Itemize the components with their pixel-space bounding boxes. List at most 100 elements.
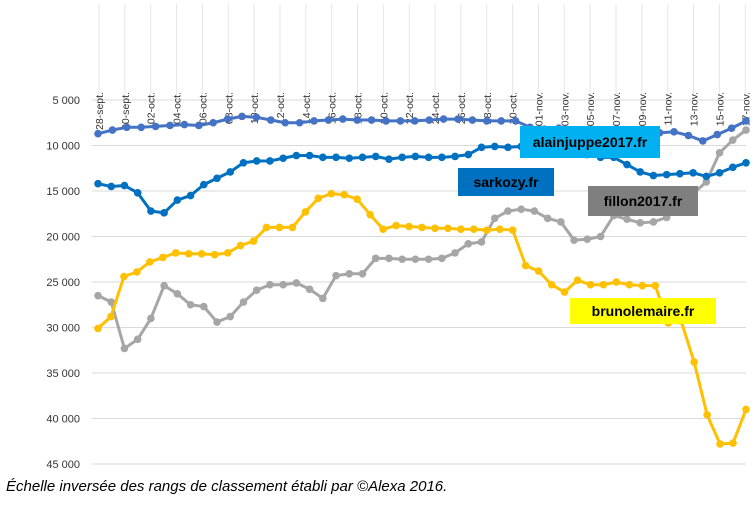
data-point xyxy=(742,158,750,167)
data-point xyxy=(713,130,721,139)
data-point xyxy=(497,117,506,125)
data-point xyxy=(444,224,452,233)
x-tick-label: 06-oct. xyxy=(197,92,209,124)
data-point xyxy=(716,440,724,448)
data-point xyxy=(490,142,499,151)
data-point xyxy=(159,253,167,262)
data-point xyxy=(292,279,301,287)
data-point xyxy=(702,172,711,181)
data-point xyxy=(411,255,420,264)
data-point xyxy=(199,180,208,189)
data-point xyxy=(332,271,340,280)
data-point xyxy=(385,155,393,163)
chart: 5 000 10 000 15 000 20 000 25 000 30 000 35 00… xyxy=(46,4,752,470)
data-point xyxy=(160,209,168,217)
data-point xyxy=(160,281,168,290)
series-labels: alainjuppe2017.fr sarkozy.fr fillon2017.fr… xyxy=(458,126,716,324)
data-point xyxy=(310,117,318,125)
x-tick-label: 24-oct. xyxy=(430,92,442,124)
data-point xyxy=(530,207,539,215)
x-tick-label: 16-oct. xyxy=(327,92,339,124)
x-tick-label: 11-nov. xyxy=(663,92,675,125)
data-point xyxy=(470,225,478,234)
data-point xyxy=(670,128,678,136)
data-point xyxy=(425,116,434,124)
data-point xyxy=(583,235,592,244)
data-point xyxy=(689,169,697,177)
data-point xyxy=(728,163,737,172)
data-point xyxy=(340,190,349,199)
data-point xyxy=(649,171,658,180)
data-point xyxy=(252,113,261,122)
data-point xyxy=(147,314,155,323)
data-point xyxy=(275,223,284,232)
data-point xyxy=(547,280,556,289)
data-point xyxy=(504,207,512,215)
data-point xyxy=(252,286,261,294)
data-point xyxy=(266,157,274,165)
data-point xyxy=(332,153,340,162)
data-point xyxy=(699,137,707,145)
data-point xyxy=(495,225,504,234)
data-point xyxy=(209,118,217,127)
data-point xyxy=(120,272,128,281)
data-point xyxy=(366,210,374,219)
data-point xyxy=(573,276,582,284)
y-tick-label: 5 000 xyxy=(52,95,80,107)
data-point xyxy=(94,291,102,300)
data-point xyxy=(490,214,499,223)
data-point xyxy=(586,280,595,289)
data-point xyxy=(596,232,605,241)
y-axis-tick-labels: 5 000 10 000 15 000 20 000 25 000 30 000 35 00… xyxy=(46,95,80,470)
data-point xyxy=(262,223,271,232)
data-point xyxy=(728,136,737,144)
y-tick-label: 40 000 xyxy=(46,414,80,426)
data-point xyxy=(107,182,116,191)
data-point xyxy=(504,143,512,152)
data-point xyxy=(411,117,419,125)
data-point xyxy=(649,218,658,226)
series-label-brunolemaire.fr: brunolemaire.fr xyxy=(570,298,716,324)
y-tick-label: 10 000 xyxy=(46,141,80,153)
data-point xyxy=(715,169,724,177)
data-point xyxy=(570,236,578,244)
data-point xyxy=(411,152,420,161)
x-tick-label: 02-oct. xyxy=(146,92,158,124)
data-point xyxy=(305,285,314,294)
data-point xyxy=(431,224,439,233)
data-point xyxy=(729,439,737,447)
data-point xyxy=(405,222,413,231)
data-point xyxy=(146,258,154,266)
data-point xyxy=(396,117,405,125)
data-point xyxy=(226,312,235,321)
data-point xyxy=(468,116,477,124)
x-tick-label: 18-oct. xyxy=(353,92,365,124)
data-point xyxy=(137,123,145,132)
data-point xyxy=(742,117,750,125)
data-point xyxy=(226,168,235,176)
data-point xyxy=(483,226,491,234)
y-tick-label: 35 000 xyxy=(46,368,80,380)
data-point xyxy=(358,153,367,162)
data-point xyxy=(120,344,129,353)
x-tick-label: 22-oct. xyxy=(404,92,416,124)
series-label-box xyxy=(458,168,554,196)
series-label-text: sarkozy.fr xyxy=(473,174,539,190)
x-tick-label: 30-sept. xyxy=(120,92,132,130)
data-point xyxy=(521,261,530,270)
data-point xyxy=(424,153,433,162)
data-point xyxy=(184,249,193,258)
data-point xyxy=(133,189,142,197)
data-point xyxy=(345,270,354,278)
series-brunolemaire.fr xyxy=(94,189,750,448)
data-point xyxy=(319,153,327,162)
data-point xyxy=(560,288,569,296)
data-point xyxy=(612,278,621,286)
data-point xyxy=(451,249,459,257)
gridlines xyxy=(92,4,746,465)
x-tick-label: 17-nov. xyxy=(740,92,752,126)
data-point xyxy=(239,298,248,306)
data-point xyxy=(438,153,446,162)
x-axis-tick-labels: 28-sept. 30-sept. 02-oct. 04-oct. 06-oct. 08-… xyxy=(94,92,752,130)
data-point xyxy=(690,358,698,366)
